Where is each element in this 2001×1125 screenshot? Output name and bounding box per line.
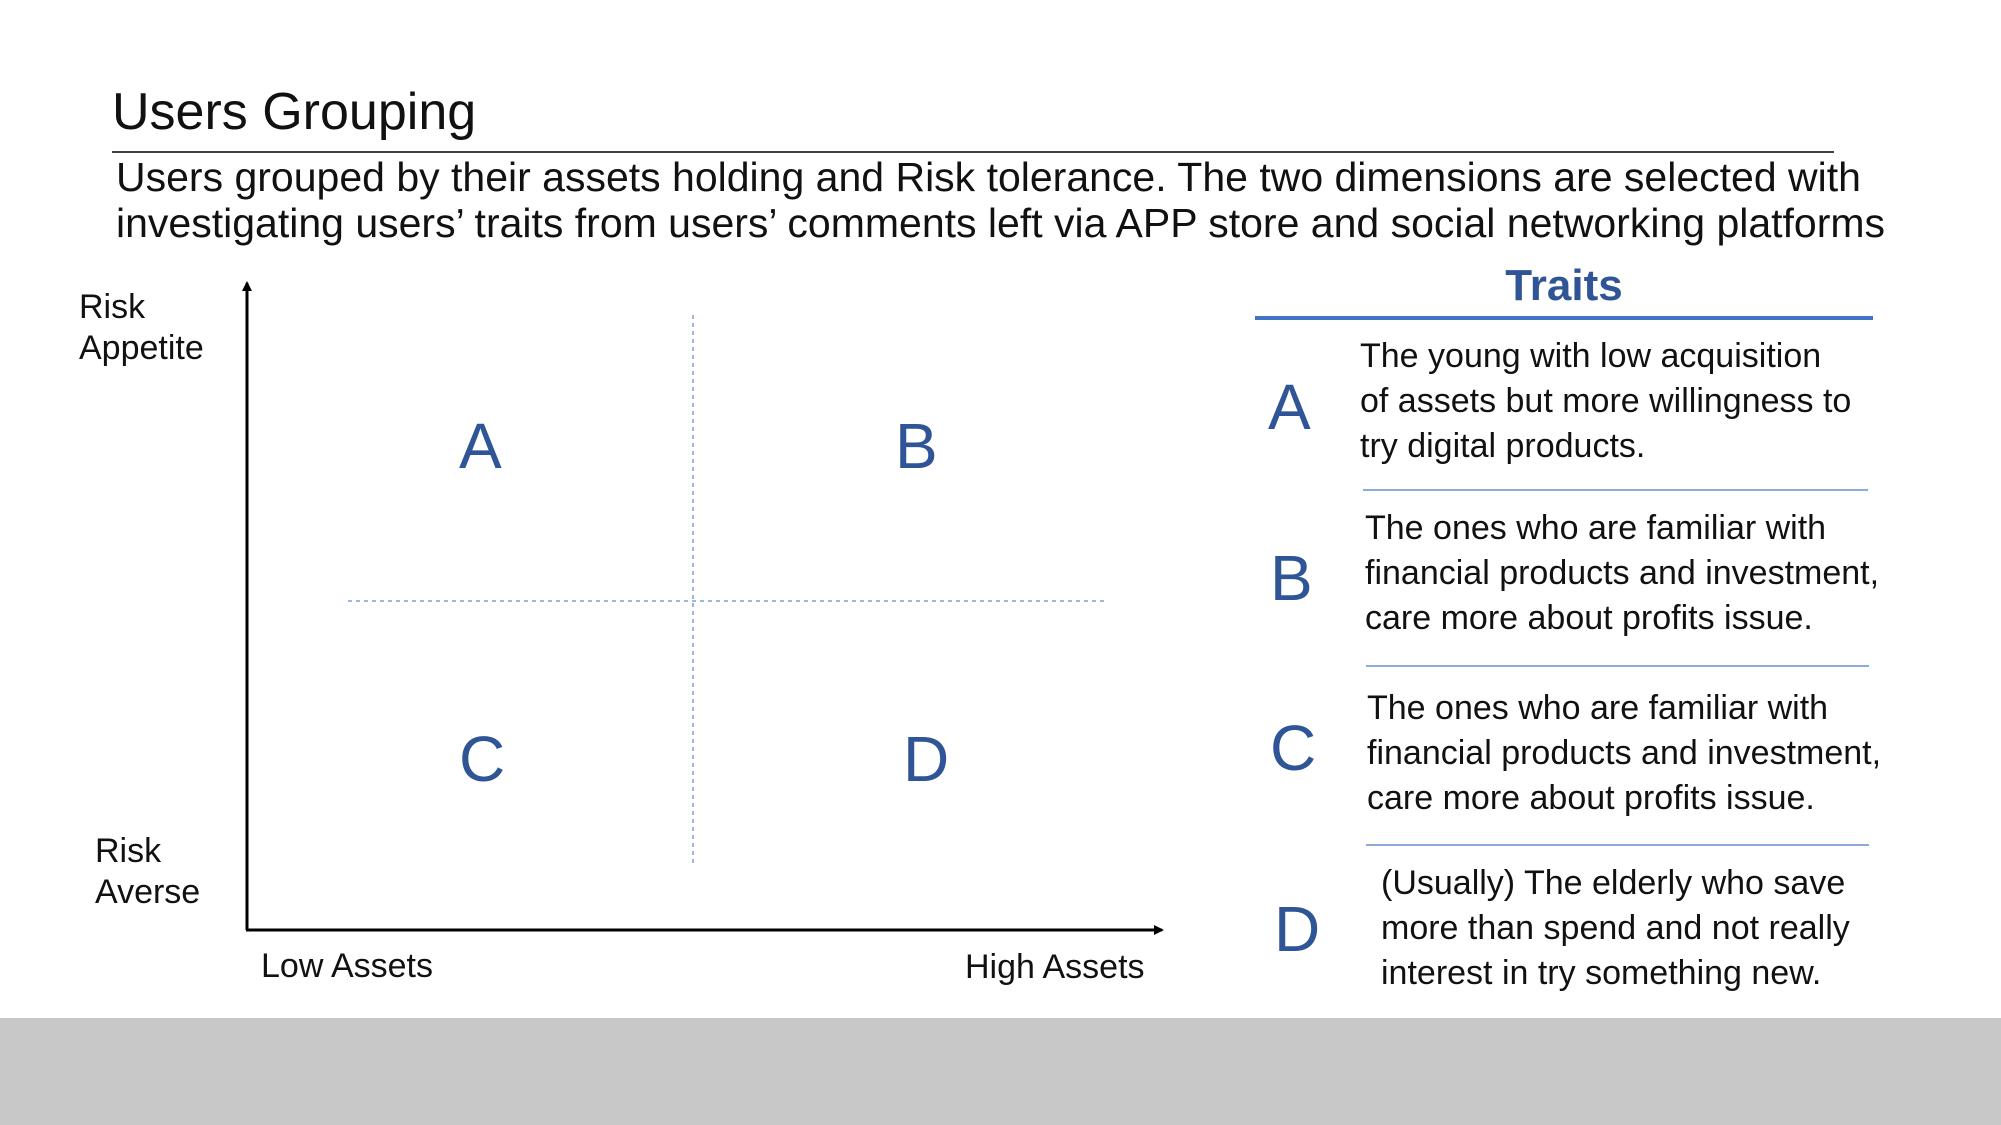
quadrant-b-label: B	[895, 410, 938, 482]
title-underline	[112, 151, 1834, 153]
trait-c-letter: C	[1270, 712, 1317, 784]
trait-divider	[1363, 489, 1868, 491]
trait-c-description: The ones who are familiar with financial…	[1367, 689, 1882, 817]
subtitle-line: Users grouped by their assets holding an…	[116, 154, 1861, 200]
x-axis-left-label: Low Assets	[261, 947, 433, 985]
quadrant-d-label: D	[903, 723, 950, 795]
footer-band	[0, 1018, 2001, 1125]
traits-heading: Traits	[1505, 261, 1623, 310]
trait-d-letter: D	[1274, 893, 1321, 965]
trait-a-description: The young with low acquisition of assets…	[1360, 337, 1852, 465]
quadrant-c-label: C	[459, 723, 506, 795]
page-title: Users Grouping	[112, 83, 477, 141]
trait-d-description: (Usually) The elderly who save more than…	[1381, 864, 1850, 992]
trait-a-letter: A	[1268, 371, 1311, 443]
trait-divider	[1366, 665, 1869, 667]
traits-heading-rule	[1255, 316, 1873, 320]
quadrant-a-label: A	[459, 410, 502, 482]
y-axis-bottom-label: Risk Averse	[95, 832, 201, 911]
trait-b-description: The ones who are familiar with financial…	[1365, 509, 1880, 637]
subtitle-line: investigating users’ traits from users’ …	[116, 200, 1886, 246]
subtitle: Users grouped by their assets holding an…	[116, 154, 1996, 246]
trait-b-letter: B	[1270, 542, 1313, 614]
y-axis-top-label: Risk Appetite	[79, 288, 204, 367]
x-axis-right-label: High Assets	[965, 948, 1145, 986]
trait-divider	[1366, 844, 1869, 846]
